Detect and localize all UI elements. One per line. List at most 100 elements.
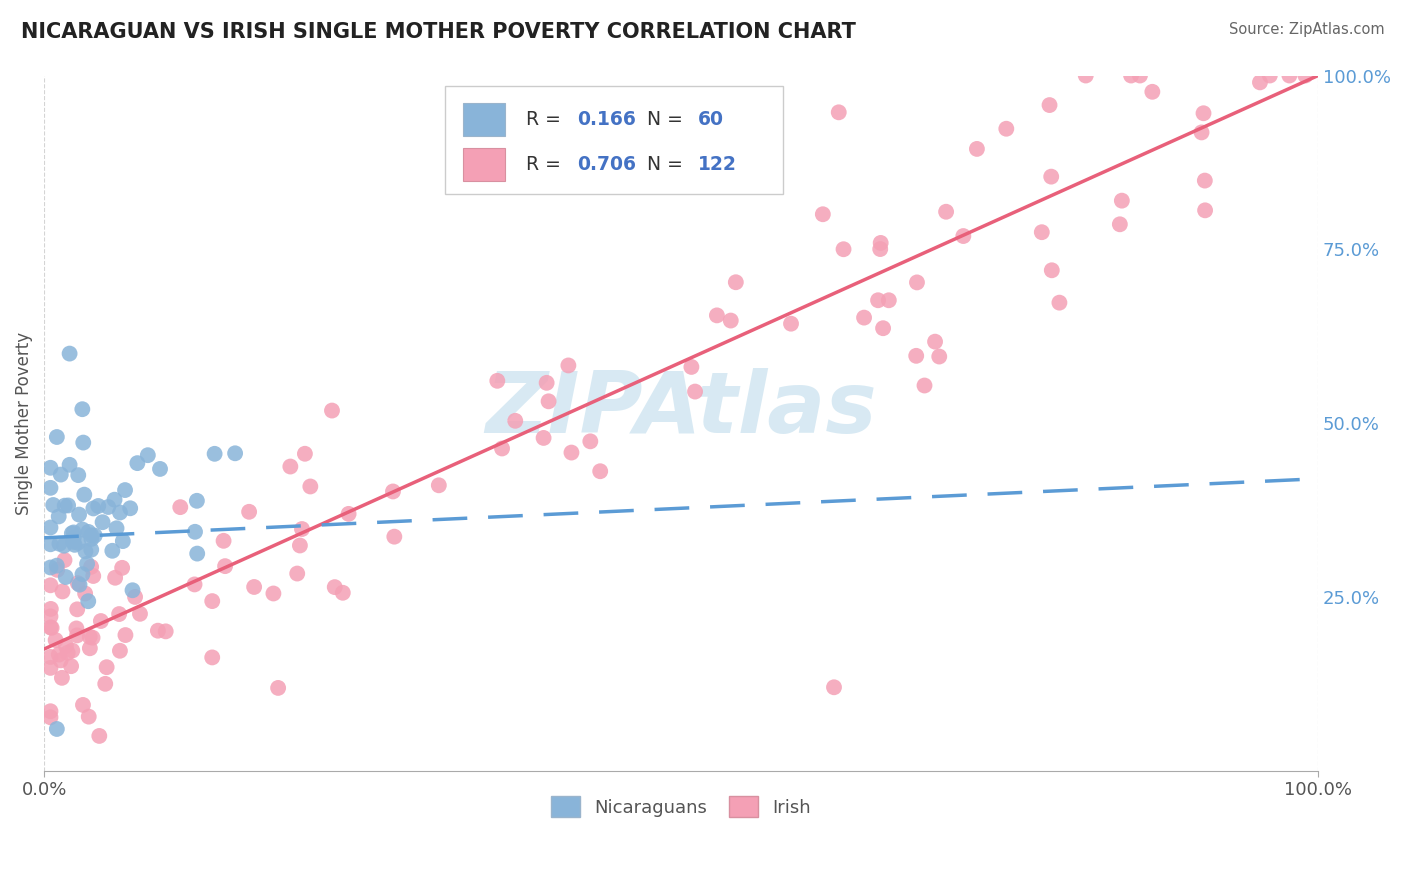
Point: [720, 313, 742, 327]
Point: [381, 484, 404, 499]
Point: [53, 499, 76, 513]
Point: [1047, 295, 1070, 310]
Point: [82, 631, 104, 645]
Point: [67, 468, 90, 483]
Point: [39, 602, 62, 616]
Point: [186, 493, 208, 508]
Point: [323, 580, 346, 594]
Point: [169, 500, 191, 515]
Point: [299, 479, 322, 493]
Point: [60, 526, 83, 541]
Point: [683, 384, 706, 399]
Point: [1192, 106, 1215, 120]
Point: [905, 276, 928, 290]
Point: [39, 620, 62, 634]
Point: [503, 414, 526, 428]
Point: [681, 359, 703, 374]
Point: [39, 481, 62, 495]
Point: [201, 650, 224, 665]
Point: [536, 376, 558, 390]
Point: [39, 560, 62, 574]
Text: R =: R =: [526, 155, 567, 174]
Point: [146, 624, 169, 638]
Point: [869, 235, 891, 250]
Point: [62, 531, 84, 545]
Point: [1142, 85, 1164, 99]
Point: [111, 534, 134, 549]
Point: [80, 532, 103, 546]
Point: [69, 577, 91, 591]
Point: [56, 499, 79, 513]
Point: [108, 607, 131, 621]
Point: [337, 507, 360, 521]
Point: [58, 346, 80, 360]
Y-axis label: Single Mother Poverty: Single Mother Poverty: [15, 332, 32, 515]
Point: [87, 499, 110, 513]
Point: [63, 538, 86, 552]
Point: [120, 501, 142, 516]
Point: [60, 659, 83, 673]
Point: [66, 628, 89, 642]
Point: [811, 207, 834, 221]
Point: [129, 607, 152, 621]
Point: [39, 649, 62, 664]
Point: [48, 648, 70, 662]
Point: [77, 524, 100, 539]
Point: [51, 584, 73, 599]
Point: [45, 633, 67, 648]
Point: [80, 528, 103, 542]
Text: ZIPAtlas: ZIPAtlas: [485, 368, 877, 450]
Point: [560, 445, 582, 459]
Point: [101, 543, 124, 558]
Point: [928, 350, 950, 364]
Point: [39, 704, 62, 718]
Point: [82, 569, 104, 583]
Point: [91, 515, 114, 529]
Point: [82, 501, 104, 516]
Point: [1129, 69, 1152, 83]
Point: [108, 506, 131, 520]
Point: [1294, 69, 1316, 83]
Point: [72, 402, 94, 417]
Point: [1038, 98, 1060, 112]
Point: [321, 403, 343, 417]
Point: [136, 448, 159, 462]
Point: [111, 561, 134, 575]
Point: [186, 547, 208, 561]
Point: [77, 709, 100, 723]
Text: N =: N =: [647, 110, 689, 128]
FancyBboxPatch shape: [446, 86, 783, 194]
Point: [291, 522, 314, 536]
Point: [56, 646, 79, 660]
Point: [1031, 225, 1053, 239]
Legend: Nicaraguans, Irish: Nicaraguans, Irish: [544, 789, 818, 824]
Point: [104, 571, 127, 585]
Point: [214, 559, 236, 574]
Point: [127, 456, 149, 470]
Point: [90, 614, 112, 628]
Point: [1191, 125, 1213, 139]
Point: [76, 557, 98, 571]
Point: [67, 536, 90, 550]
Point: [828, 105, 851, 120]
Point: [579, 434, 602, 449]
Point: [1278, 69, 1301, 83]
Point: [1111, 194, 1133, 208]
Text: NICARAGUAN VS IRISH SINGLE MOTHER POVERTY CORRELATION CHART: NICARAGUAN VS IRISH SINGLE MOTHER POVERT…: [21, 22, 856, 42]
Point: [332, 586, 354, 600]
Point: [491, 442, 513, 456]
Point: [39, 578, 62, 592]
Point: [149, 462, 172, 476]
Point: [41, 621, 63, 635]
Point: [45, 558, 67, 573]
Point: [80, 559, 103, 574]
Point: [72, 435, 94, 450]
Point: [823, 680, 845, 694]
Point: [53, 553, 76, 567]
Point: [905, 349, 928, 363]
Point: [285, 566, 308, 581]
Point: [557, 359, 579, 373]
Point: [952, 229, 974, 244]
Point: [262, 586, 284, 600]
Point: [66, 576, 89, 591]
